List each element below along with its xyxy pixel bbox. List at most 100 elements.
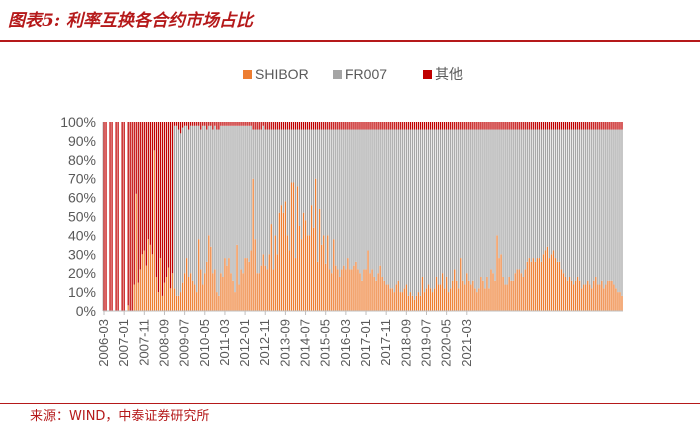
bar-fr007 [496,129,498,236]
bar-fr007 [603,129,605,289]
bar-fr007 [181,127,184,283]
bar-fr007 [347,129,349,259]
bar-other [375,122,377,130]
bar-shibor [272,269,274,311]
bar-other [365,122,367,130]
bar-shibor [425,288,428,311]
bar-other [437,122,440,130]
bar-other [208,122,210,126]
bar-other [252,122,254,130]
bar-shibor [355,261,357,311]
bar-shibor [357,269,359,311]
bar-other [173,122,176,126]
bar-fr007 [238,125,240,285]
bar-other [315,122,317,130]
bar-other [218,122,220,130]
bar-shibor [153,150,156,311]
bar-fr007 [339,129,341,277]
legend-label: 其他 [435,66,463,82]
bar-shibor [385,284,387,311]
stacked-bar-chart: 0% 10% 20% 30% 40% 50% 60% 70% 80% 90% 100% 2006-03… [60,66,623,367]
bar-shibor [496,235,498,311]
bar-shibor [325,263,327,311]
bar-shibor [288,250,291,311]
bar-fr007 [454,129,456,270]
bar-shibor [337,269,339,311]
bar-fr007 [186,125,188,259]
bar-shibor [290,182,293,311]
bar-other [407,122,409,130]
bar-other [268,122,270,130]
x-tick-label: 2008-09 [156,319,171,367]
bar-other [570,122,573,130]
bar-fr007 [546,129,549,247]
bar-other [292,122,295,130]
bar-fr007 [383,129,385,281]
bar-fr007 [452,129,454,281]
bar-shibor [464,284,466,311]
bar-shibor [460,258,462,311]
bar-fr007 [391,129,393,289]
bar-shibor [613,284,615,311]
bar-fr007 [196,125,198,293]
bar-fr007 [409,129,411,293]
bar-other [498,122,500,130]
bar-shibor [260,265,262,311]
y-tick-label: 60% [68,190,96,206]
bar-shibor [482,280,484,311]
bar-fr007 [175,125,178,296]
bar-shibor [441,273,444,311]
bar-shibor [534,261,536,311]
bar-fr007 [304,129,307,221]
bar-fr007 [560,129,563,270]
bar-fr007 [206,129,208,262]
bar-other [599,122,601,130]
bar-fr007 [534,129,536,262]
bar-fr007 [444,129,446,289]
bar-shibor [401,292,403,311]
bar-other [415,122,418,130]
bar-shibor [228,258,230,311]
bar-fr007 [478,129,480,289]
bar-other [288,122,291,130]
bar-fr007 [395,129,397,285]
bar-other [300,122,303,130]
x-tick-label: 2021-03 [459,319,474,367]
bar-other [317,122,319,130]
bar-other [579,122,581,130]
bar-fr007 [500,129,502,255]
bar-shibor [262,254,264,311]
bar-other [431,122,434,130]
bar-fr007 [530,129,532,262]
bar-fr007 [538,129,540,259]
bar-fr007 [216,129,218,293]
bar-shibor [377,273,379,311]
bar-other [450,122,452,130]
y-tick-label: 10% [68,284,96,300]
bar-shibor [157,292,160,311]
bar-shibor [258,273,260,311]
bar-shibor [175,295,178,311]
bar-fr007 [613,129,615,285]
bar-fr007 [286,129,289,236]
bar-fr007 [173,125,176,289]
bar-fr007 [435,129,438,277]
bar-shibor [310,205,313,311]
bar-other [522,122,524,130]
bar-shibor [528,258,530,311]
bar-other [397,122,399,130]
bar-shibor [371,269,373,311]
bar-fr007 [226,125,228,266]
bar-other [472,122,474,130]
bar-fr007 [522,129,524,277]
bar-shibor [498,258,500,311]
bar-shibor [367,250,369,311]
bar-fr007 [184,125,186,274]
y-tick-label: 100% [60,114,96,130]
bar-fr007 [562,129,565,274]
bar-shibor [230,273,232,311]
bar-fr007 [298,129,301,226]
bar-other [454,122,456,130]
bar-shibor [427,284,430,311]
bar-fr007 [204,125,206,274]
